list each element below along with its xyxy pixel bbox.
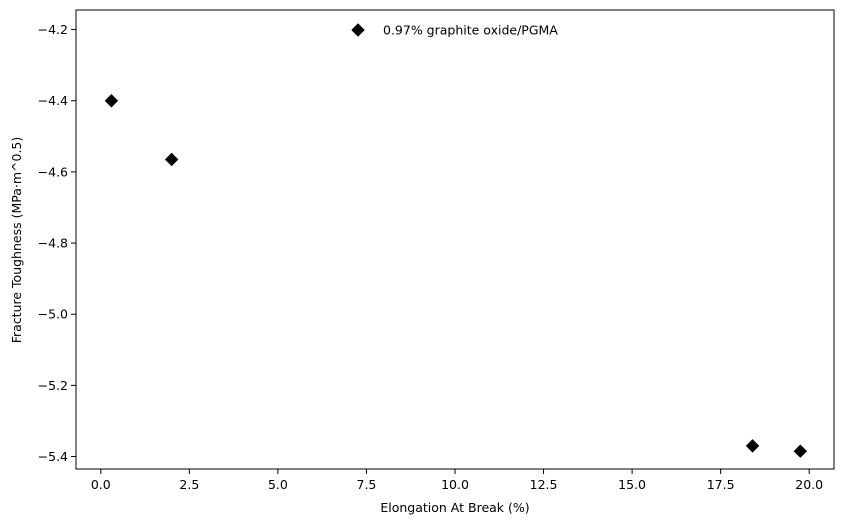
x-tick-label: 12.5 xyxy=(530,477,558,492)
legend-label: 0.97% graphite oxide/PGMA xyxy=(383,23,558,38)
legend: 0.97% graphite oxide/PGMA xyxy=(351,23,558,38)
y-tick-label: −4.6 xyxy=(38,164,68,179)
x-tick-label: 0.0 xyxy=(91,477,111,492)
x-axis: 0.0 2.5 5.0 7.5 10.0 12.5 15.0 17.5 20.0 xyxy=(91,469,823,492)
x-tick-label: 10.0 xyxy=(441,477,469,492)
x-tick-label: 7.5 xyxy=(357,477,377,492)
x-tick-label: 5.0 xyxy=(268,477,288,492)
plot-layer xyxy=(104,94,808,458)
data-point xyxy=(104,94,119,108)
data-point xyxy=(164,152,179,167)
x-tick-label: 15.0 xyxy=(618,477,646,492)
x-axis-label: Elongation At Break (%) xyxy=(380,500,529,515)
y-tick-label: −5.0 xyxy=(38,307,68,322)
y-axis: −4.2 −4.4 −4.6 −4.8 −5.0 −5.2 −5.4 xyxy=(38,22,76,464)
y-tick-label: −4.8 xyxy=(38,236,68,251)
x-tick-label: 17.5 xyxy=(707,477,735,492)
y-tick-label: −5.2 xyxy=(38,378,68,393)
x-tick-label: 2.5 xyxy=(179,477,199,492)
y-tick-label: −4.4 xyxy=(38,93,68,108)
x-tick-label: 20.0 xyxy=(795,477,823,492)
legend-marker xyxy=(351,23,365,37)
data-point xyxy=(745,439,760,453)
y-tick-label: −4.2 xyxy=(38,22,68,37)
y-axis-label: Fracture Toughness (MPa·m^0.5) xyxy=(9,137,24,344)
data-point xyxy=(793,444,808,458)
plot-frame xyxy=(75,9,835,470)
y-tick-label: −5.4 xyxy=(38,449,68,464)
